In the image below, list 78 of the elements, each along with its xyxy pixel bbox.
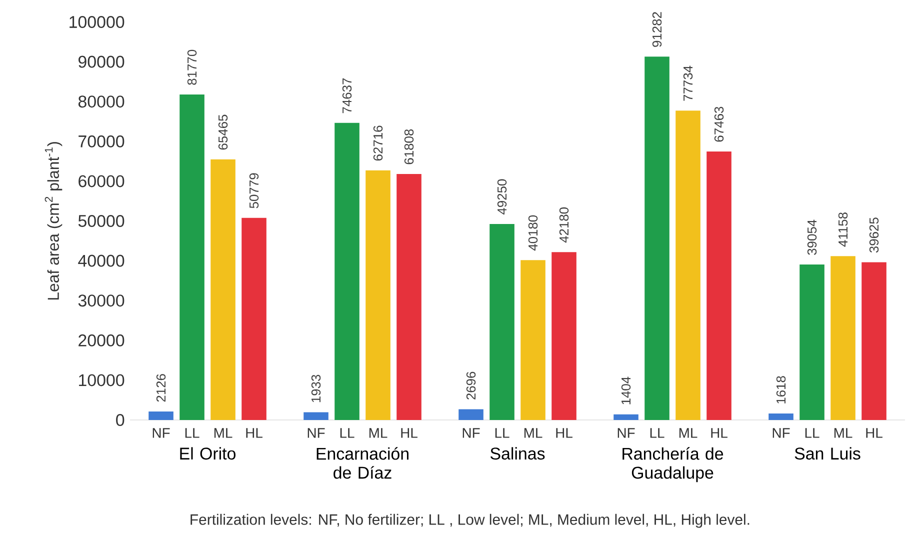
data-label: 49250: [497, 179, 507, 214]
data-label: 42180: [559, 207, 569, 243]
bar: [862, 262, 886, 420]
data-label: 39625: [869, 218, 879, 253]
y-tick-label: 100000: [70, 16, 124, 28]
bar: [800, 264, 824, 420]
bar: [676, 110, 700, 420]
text: NF: [772, 428, 790, 438]
bar: [210, 159, 236, 420]
y-tick-label: 10000: [79, 374, 124, 386]
bar: [458, 409, 484, 420]
text: LL: [650, 428, 664, 438]
bar: [148, 412, 174, 420]
y-tick-label: 30000: [78, 294, 124, 307]
data-label: 91282: [652, 12, 662, 47]
y-tick-label: 40000: [78, 254, 124, 267]
y-tick-label: 70000: [78, 135, 124, 148]
x-tick-label: Ranchería de Guadalupe: [622, 447, 724, 482]
text: HL: [401, 428, 418, 438]
data-label: 81770: [187, 50, 197, 85]
y-tick-label: 60000: [78, 175, 124, 188]
data-label: 74637: [342, 78, 352, 114]
x-tick-label: Salinas: [490, 447, 545, 460]
data-label: 61808: [404, 129, 414, 164]
data-label: 62716: [373, 126, 383, 161]
bar: [706, 151, 732, 420]
bar: [334, 122, 360, 420]
data-label: 1404: [621, 376, 631, 404]
data-label: 2696: [466, 372, 476, 400]
text: ML: [369, 428, 388, 438]
y-tick-label: 0: [116, 414, 124, 426]
bar: [304, 412, 328, 420]
bar: [520, 260, 546, 420]
y-axis-title: Leaf area (cm$^{2}$ plant$^{-1}$): [44, 142, 62, 300]
data-label: 39054: [807, 220, 817, 255]
text: NF: [462, 428, 480, 438]
bar: [242, 218, 266, 420]
bar: [366, 170, 390, 420]
bar: [614, 414, 638, 420]
text: HL: [866, 428, 882, 438]
text: ML: [679, 428, 698, 438]
data-label: 65465: [218, 114, 228, 150]
text: HL: [711, 428, 728, 438]
text: LL: [805, 428, 820, 438]
text: LL: [340, 428, 354, 438]
x-tick-label: Encarnación de Díaz: [316, 447, 408, 479]
y-tick-label: 80000: [78, 96, 124, 108]
bar: [180, 94, 204, 420]
series-label: HL: [246, 428, 262, 438]
bar: [768, 414, 794, 420]
bar: [830, 256, 856, 420]
data-label: 1933: [311, 374, 321, 402]
text: Fertilization levels: NF, No fertilizer; LL , Low level; ML, Medium level, HL, High level.: [190, 514, 750, 528]
text: ML: [834, 428, 852, 438]
text: NF: [618, 428, 635, 438]
data-label: 41158: [838, 212, 848, 247]
data-label: 77734: [683, 66, 693, 101]
data-label: 67463: [714, 106, 724, 142]
series-label: ML: [214, 428, 232, 438]
series-label: LL: [185, 428, 200, 438]
y-tick-label: 90000: [78, 56, 124, 68]
text: LL: [495, 428, 510, 438]
bar: [552, 252, 576, 420]
text: NF: [308, 428, 325, 438]
series-label: NF: [152, 428, 170, 438]
x-tick-label: El Orito: [180, 447, 236, 460]
text: ML: [524, 428, 542, 438]
data-label: 50779: [249, 173, 259, 208]
data-label: 1618: [776, 376, 786, 404]
data-label: 40180: [528, 215, 538, 251]
y-tick-label: 50000: [78, 214, 124, 227]
y-tick-label: 20000: [78, 334, 124, 346]
data-label: 2126: [156, 374, 166, 402]
bar: [490, 224, 514, 420]
text: HL: [556, 428, 572, 438]
x-tick-label: San Luis: [794, 447, 860, 460]
bar: [396, 174, 422, 420]
bar: [644, 56, 670, 420]
